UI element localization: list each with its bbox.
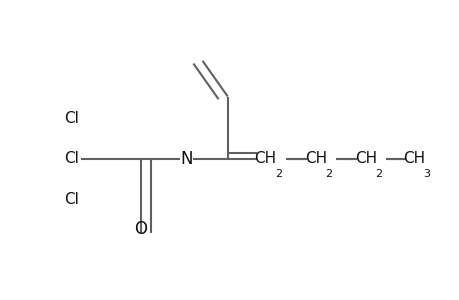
Text: O: O	[134, 220, 147, 238]
Text: N: N	[180, 150, 192, 168]
Text: Cl: Cl	[64, 152, 79, 166]
Text: CH: CH	[403, 152, 425, 166]
Text: Cl: Cl	[64, 191, 79, 206]
Text: 2: 2	[274, 169, 281, 179]
Text: 2: 2	[325, 169, 331, 179]
Text: 3: 3	[423, 169, 430, 179]
Text: 2: 2	[375, 169, 382, 179]
Text: CH: CH	[254, 152, 276, 166]
Text: CH: CH	[304, 152, 326, 166]
Text: Cl: Cl	[64, 111, 79, 126]
Text: CH: CH	[354, 152, 376, 166]
